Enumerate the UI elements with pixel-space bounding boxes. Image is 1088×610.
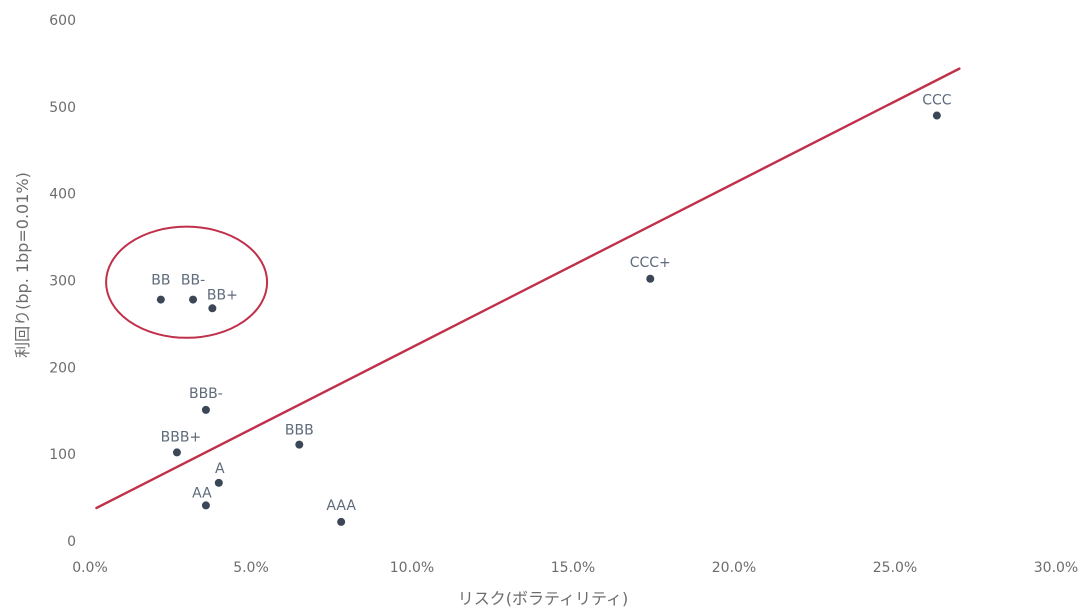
y-tick-label: 600 <box>49 13 76 29</box>
x-tick-label: 10.0% <box>390 560 434 576</box>
point-label: A <box>215 461 225 477</box>
point-label: AA <box>192 485 212 501</box>
y-tick-label: 200 <box>49 360 76 376</box>
x-tick-label: 0.0% <box>72 560 108 576</box>
data-point <box>156 295 165 304</box>
data-point <box>646 274 655 283</box>
y-axis-ticks: 0 100 200 300 400 500 600 <box>49 13 76 550</box>
y-axis-title: 利回り(bp. 1bp=0.01%) <box>13 172 32 358</box>
data-point <box>214 478 223 487</box>
points-layer <box>156 111 941 526</box>
point-label: BB <box>151 273 170 289</box>
y-tick-label: 0 <box>67 534 76 550</box>
data-point <box>337 517 346 526</box>
trendline-layer <box>95 67 961 510</box>
data-point <box>208 304 217 313</box>
x-tick-label: 25.0% <box>873 560 917 576</box>
x-axis-title: リスク(ボラティリティ) <box>458 589 629 608</box>
y-tick-label: 300 <box>49 274 76 290</box>
point-label: AAA <box>326 498 356 514</box>
y-tick-label: 100 <box>49 447 76 463</box>
highlight-ellipse <box>105 225 269 339</box>
point-label: CCC <box>922 93 952 109</box>
data-point <box>932 111 941 120</box>
point-label: BBB- <box>189 386 223 402</box>
x-tick-label: 30.0% <box>1034 560 1078 576</box>
x-tick-label: 20.0% <box>712 560 756 576</box>
y-tick-label: 500 <box>49 100 76 116</box>
data-point <box>201 405 210 414</box>
data-point <box>189 295 198 304</box>
point-label: BBB <box>285 423 314 439</box>
y-tick-label: 400 <box>49 187 76 203</box>
point-label: BB- <box>181 273 205 289</box>
data-point <box>295 440 304 449</box>
highlight-layer <box>105 225 269 339</box>
x-tick-label: 5.0% <box>233 560 269 576</box>
x-tick-label: 15.0% <box>551 560 595 576</box>
x-axis-ticks: 0.0% 5.0% 10.0% 15.0% 20.0% 25.0% 30.0% <box>72 560 1078 576</box>
point-label: BB+ <box>207 287 238 303</box>
data-point <box>201 501 210 510</box>
trendline <box>95 67 961 510</box>
point-label: BBB+ <box>161 429 202 445</box>
point-label: CCC+ <box>630 255 671 271</box>
data-point <box>172 448 181 457</box>
